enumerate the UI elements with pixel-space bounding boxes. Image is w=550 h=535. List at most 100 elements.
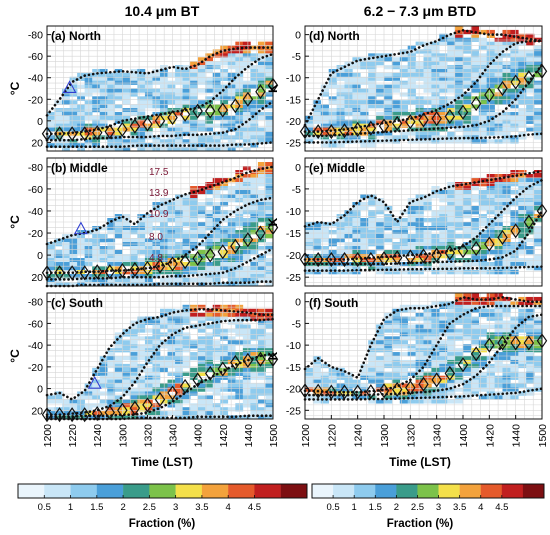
heatmap-cell <box>62 403 70 408</box>
heatmap-cell <box>463 316 472 321</box>
heatmap-cell <box>129 123 138 128</box>
heatmap-cell <box>227 278 236 283</box>
heatmap-cell <box>455 293 464 298</box>
heatmap-cell <box>257 111 266 117</box>
heatmap-cell <box>205 57 214 62</box>
heatmap-cell <box>47 262 55 267</box>
heatmap-cell <box>220 45 229 50</box>
heatmap-cell <box>122 340 131 345</box>
heatmap-cell <box>265 348 274 353</box>
heatmap-cell <box>312 119 322 124</box>
heatmap-cell <box>431 135 440 140</box>
heatmap-cell <box>399 222 408 227</box>
heatmap-cell <box>431 119 440 124</box>
heatmap-cell <box>114 115 123 121</box>
heatmap-cell <box>250 202 259 207</box>
heatmap-cell <box>463 45 472 50</box>
heatmap-cell <box>167 270 176 275</box>
heatmap-cell <box>494 68 503 74</box>
heatmap-cell <box>107 143 116 148</box>
heatmap-cell <box>320 262 329 267</box>
heatmap-cell <box>399 250 408 255</box>
heatmap-cell <box>69 92 78 97</box>
heatmap-cell <box>455 214 464 219</box>
heatmap-cell <box>144 115 153 121</box>
heatmap-cell <box>510 367 519 373</box>
heatmap-cell <box>518 371 527 376</box>
colorbar-swatch <box>123 484 150 498</box>
heatmap-cell <box>368 230 377 235</box>
heatmap-cell <box>77 115 85 121</box>
heatmap-cell <box>526 312 535 317</box>
heatmap-cell <box>526 340 535 345</box>
heatmap-cell <box>360 395 369 400</box>
heatmap-cell <box>182 399 191 404</box>
heatmap-cell <box>152 407 161 412</box>
heatmap-cell <box>167 92 176 97</box>
heatmap-cell <box>242 131 251 136</box>
heatmap-cell <box>129 111 138 117</box>
heatmap-cell <box>205 123 214 128</box>
heatmap-cell <box>384 266 393 271</box>
heatmap-cell <box>197 88 206 93</box>
heatmap-cell <box>190 104 198 109</box>
heatmap-cell <box>47 407 55 412</box>
heatmap-cell <box>92 258 101 263</box>
heatmap-cell <box>205 246 214 251</box>
heatmap-cell <box>384 234 393 239</box>
heatmap-cell <box>470 258 480 263</box>
colorbar-tick-label: 1.5 <box>90 502 103 513</box>
heatmap-cell <box>197 344 206 349</box>
heatmap-cell <box>470 115 480 121</box>
diamond-point <box>142 116 153 132</box>
heatmap-cell <box>212 111 221 117</box>
heatmap-cell <box>384 115 393 121</box>
heatmap-cell <box>114 371 123 376</box>
heatmap-cell <box>62 246 70 251</box>
heatmap-cell <box>114 139 123 144</box>
heatmap-cell <box>431 194 440 199</box>
heatmap-cell <box>447 258 456 263</box>
y-tick-label: -5 <box>292 51 301 63</box>
heatmap-cell <box>257 391 266 396</box>
heatmap-cell <box>265 324 274 329</box>
heatmap-cell <box>478 300 487 306</box>
heatmap-cell <box>415 258 424 263</box>
heatmap-cell <box>167 131 176 136</box>
heatmap-cell <box>205 190 214 195</box>
heatmap-cell <box>227 387 236 392</box>
heatmap-cell <box>257 407 266 412</box>
heatmap-cell <box>463 387 472 392</box>
heatmap-cell <box>205 348 214 353</box>
heatmap-cell <box>352 250 361 255</box>
heatmap-cell <box>534 324 543 329</box>
heatmap-cell <box>478 296 487 302</box>
heatmap-cell <box>415 399 424 404</box>
heatmap-cell <box>407 344 416 349</box>
heatmap-cell <box>227 238 236 243</box>
heatmap-cell <box>526 111 535 117</box>
heatmap-cell <box>534 96 543 101</box>
heatmap-cell <box>518 379 527 384</box>
heatmap-cell <box>152 88 161 93</box>
heatmap-cell <box>478 72 487 78</box>
heatmap-cell <box>399 344 408 349</box>
heatmap-cell <box>486 344 495 349</box>
heatmap-cell <box>129 72 138 78</box>
heatmap-cell <box>384 383 393 388</box>
heatmap-cell <box>107 238 116 243</box>
heatmap-cell <box>305 266 314 271</box>
heatmap-cell <box>129 278 138 283</box>
heatmap-cell <box>77 104 85 109</box>
heatmap-cell <box>167 202 176 207</box>
heatmap-cell <box>175 352 183 357</box>
heatmap-cell <box>182 383 191 388</box>
heatmap-cell <box>137 88 146 93</box>
heatmap-cell <box>167 96 176 101</box>
heatmap-cell <box>129 403 138 408</box>
heatmap-cell <box>250 383 259 388</box>
heatmap-cell <box>486 371 495 376</box>
heatmap-cell <box>114 411 123 416</box>
